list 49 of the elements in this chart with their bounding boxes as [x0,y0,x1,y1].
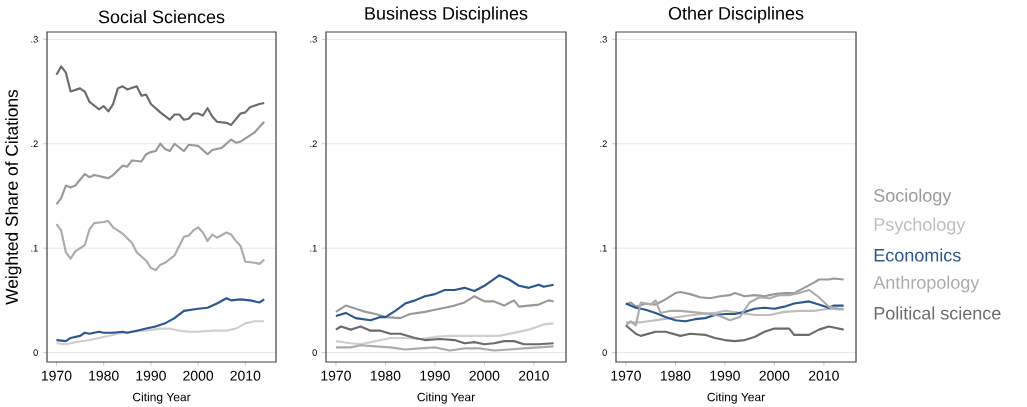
line-series [55,120,266,206]
chart-title: Social Sciences [98,10,225,24]
line-series [55,219,266,272]
x-tick-label: 1980 [660,370,691,381]
x-tick-label: 1990 [420,370,450,381]
line-series [624,307,845,324]
x-tick-label: 2000 [759,370,790,381]
chart-title: Business Disciplines [365,6,528,24]
x-tick-label: 1990 [710,370,740,381]
y-tick-label: .2 [600,140,607,147]
line-series [624,300,845,323]
y-tick-label: .1 [31,244,38,252]
y-tick-label: 0 [312,349,317,356]
y-tick-label: .1 [600,244,607,252]
line-series [55,320,266,346]
y-tick-label: .1 [310,244,317,252]
line-series [55,297,266,343]
y-tick-label: 0 [602,349,607,356]
x-axis-title: Citing Year [417,392,475,404]
y-tick-label: .2 [31,140,38,147]
x-tick-label: 1980 [370,370,401,381]
y-tick-label: .3 [600,36,607,43]
line-series [334,295,555,320]
y-tick-label: .3 [310,36,317,43]
line-series [624,324,845,343]
x-tick-label: 1980 [89,370,119,381]
series-label: Anthropology [873,275,980,293]
text: Economics [874,248,961,262]
x-tick-label: 2010 [808,370,839,381]
y-tick-label: .2 [310,140,317,147]
series-label: Political science [874,306,1001,320]
x-tick-label: 2000 [469,370,500,381]
x-axis-title: Citing Year [707,392,765,404]
x-tick-label: 1970 [41,370,72,381]
x-axis-title: Citing Year [132,392,191,404]
x-tick-label: 2000 [183,370,214,381]
y-axis-title: Weighted Share of Citations [5,89,22,305]
y-tick-label: 0 [33,349,38,356]
x-tick-label: 1990 [136,370,166,381]
text: Sociology [874,188,952,206]
line-series [55,65,266,127]
x-tick-label: 1970 [321,370,351,381]
x-tick-label: 2010 [230,370,261,381]
y-tick-label: .3 [31,36,38,43]
text: Psychology [874,217,966,235]
x-tick-label: 2010 [518,370,549,381]
chart-title: Other Disciplines [668,6,804,24]
line-series [334,274,555,322]
x-tick-label: 1970 [611,370,641,381]
